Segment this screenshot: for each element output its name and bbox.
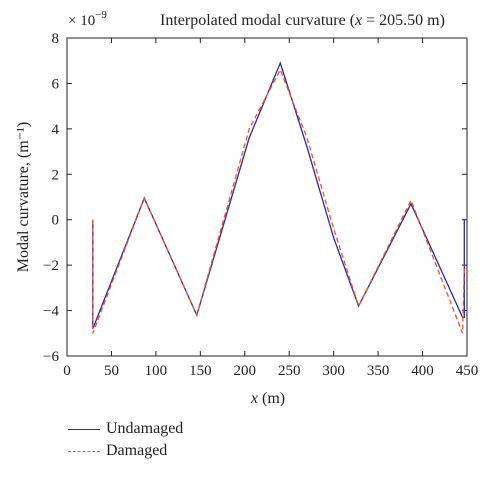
x-tick-label: 350	[367, 363, 390, 379]
legend-swatch-undamaged	[68, 428, 100, 430]
y-tick-label: −6	[43, 349, 59, 365]
x-axis-title: x (m)	[250, 390, 285, 407]
y-axis-title: Modal curvature, (m⁻¹)	[15, 122, 32, 273]
series-layer	[92, 61, 465, 334]
x-tick-label: 0	[63, 363, 71, 379]
legend: Undamaged Damaged	[68, 418, 183, 462]
x-tick-label: 300	[322, 363, 345, 379]
legend-swatch-damaged	[68, 450, 100, 452]
legend-label-damaged: Damaged	[106, 442, 168, 459]
x-tick-label: 450	[456, 363, 479, 379]
x-tick-label: 200	[234, 363, 257, 379]
x-tick-label: 400	[411, 363, 434, 379]
y-tick-label: 0	[52, 213, 60, 229]
x-tick-label: 100	[145, 363, 168, 379]
modal-curvature-chart: 0 50 100 150 200 250 300 350 400 450 −6 −4 −2 0 2 4 6 8 ×…	[15, 9, 478, 407]
legend-item-undamaged: Undamaged	[68, 418, 183, 440]
legend-label-undamaged: Undamaged	[106, 420, 184, 437]
series-line-undamaged	[92, 61, 465, 329]
x-tick-label: 150	[189, 363, 212, 379]
series-line-damaged	[92, 68, 465, 334]
x-tick-label: 250	[278, 363, 301, 379]
exponent-label: × 10−9	[68, 9, 107, 29]
x-tick-label: 50	[104, 363, 119, 379]
y-tick-label: −4	[43, 304, 59, 320]
y-tick-label: 2	[52, 167, 60, 183]
axis-ticks: 0 50 100 150 200 250 300 350 400 450 −6 −4 −2 0 2 4 6 8	[43, 31, 478, 379]
y-tick-label: 6	[52, 76, 60, 92]
y-tick-label: −2	[43, 258, 59, 274]
legend-item-damaged: Damaged	[68, 440, 183, 462]
plot-area-frame	[66, 37, 468, 357]
chart-title: Interpolated modal curvature (x = 205.50…	[160, 12, 445, 29]
y-tick-label: 8	[52, 31, 60, 47]
y-tick-label: 4	[52, 122, 60, 138]
